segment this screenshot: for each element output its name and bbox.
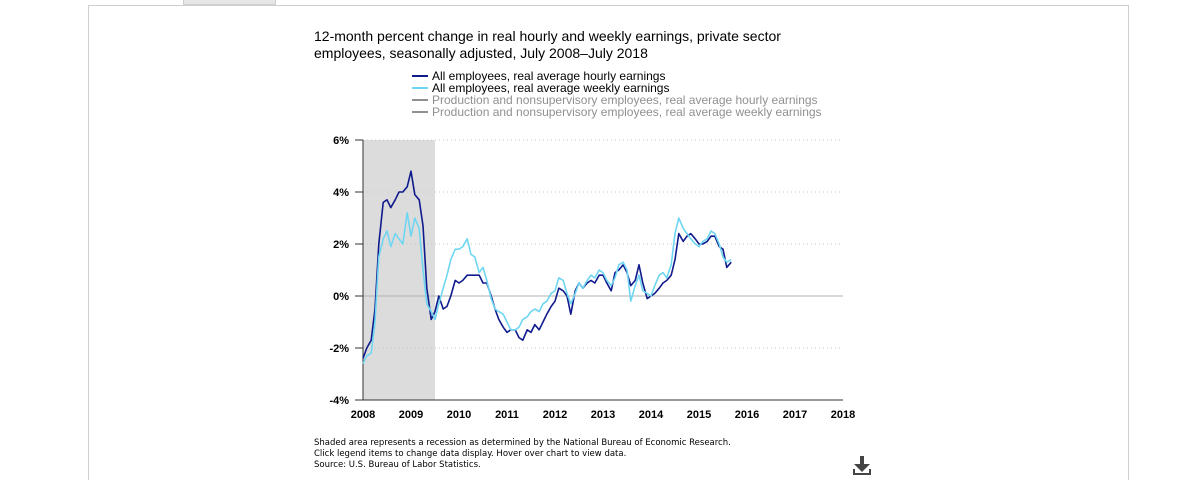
chart-notes: Shaded area represents a recession as de… [314,438,731,471]
chart-title: 12-month percent change in real hourly a… [314,28,781,61]
legend-label-hourly: All employees, real average hourly earni… [432,68,666,83]
download-button[interactable] [850,452,874,478]
chart-panel [88,5,1129,480]
download-icon [853,456,871,475]
legend-swatch-weekly [412,87,428,89]
chart-legend: All employees, real average hourly earni… [412,68,822,119]
legend-item-hourly[interactable]: All employees, real average hourly earni… [412,68,822,83]
legend-swatch-hourly [412,75,428,77]
legend-item-weekly[interactable]: All employees, real average weekly earni… [412,80,822,95]
legend-item-production-hourly[interactable]: Production and nonsupervisory employees,… [412,92,822,107]
note-source: Source: U.S. Bureau of Labor Statistics. [314,460,481,470]
legend-label-weekly: All employees, real average weekly earni… [432,80,670,95]
tab-stub[interactable] [183,0,276,5]
legend-label-production-weekly: Production and nonsupervisory employees,… [432,104,822,119]
note-recession: Shaded area represents a recession as de… [314,438,731,448]
legend-swatch-production-hourly [412,99,428,101]
note-instructions: Click legend items to change data displa… [314,449,627,459]
legend-item-production-weekly[interactable]: Production and nonsupervisory employees,… [412,104,822,119]
legend-label-production-hourly: Production and nonsupervisory employees,… [432,92,818,107]
legend-swatch-production-weekly [412,111,428,113]
